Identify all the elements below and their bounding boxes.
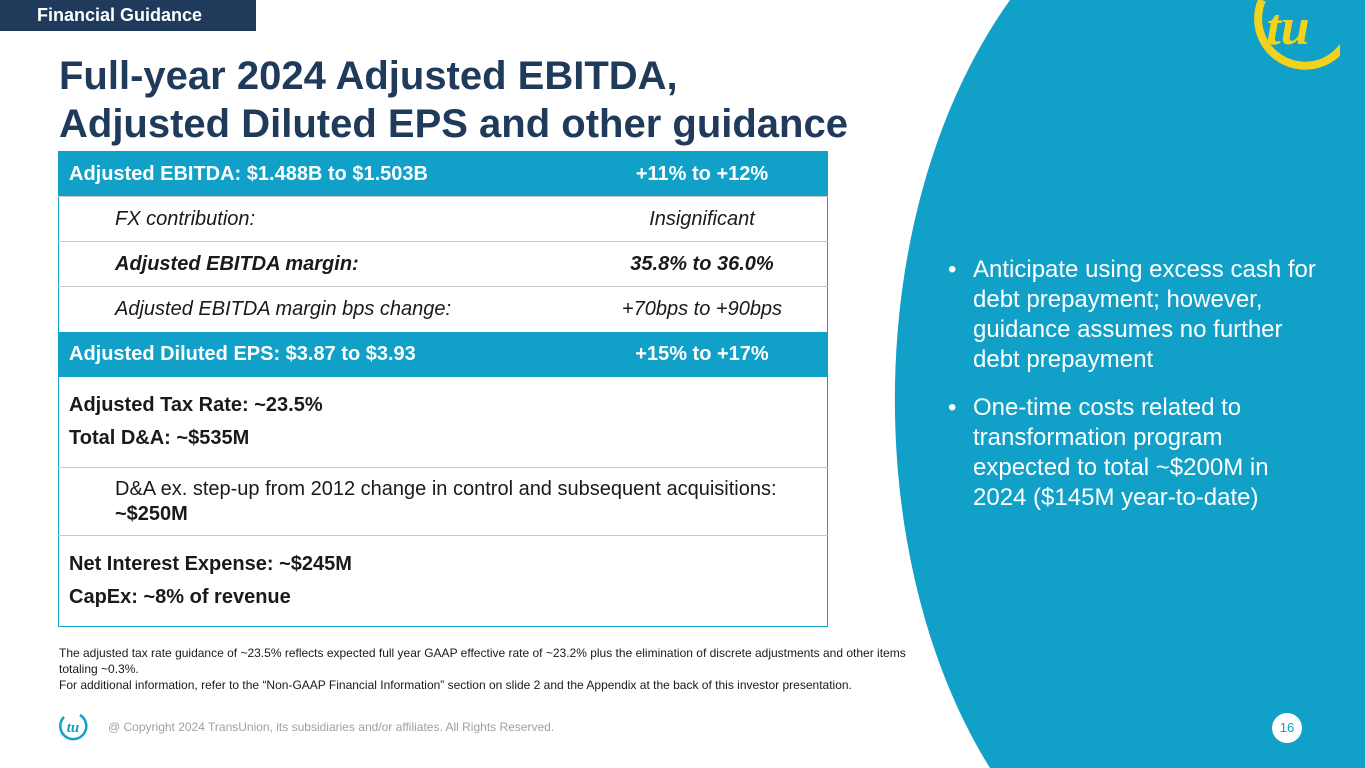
bullet-dot: • [948,394,957,421]
interest-label: Net Interest Expense: ~$245M [69,552,352,575]
da-ex-text: D&A ex. step-up from 2012 change in cont… [115,477,777,500]
transunion-logo-icon: tu [1254,0,1340,70]
bullet-text: Anticipate using excess cash for debt pr… [973,256,1316,373]
svg-text:tu: tu [67,720,80,736]
table-row-da-ex: D&A ex. step-up from 2012 change in cont… [58,467,828,535]
table-row-fx: FX contribution: Insignificant [58,196,828,242]
ebitda-value: +11% to +12% [635,162,769,185]
page-title: Full-year 2024 Adjusted EBITDA, Adjusted… [59,52,848,148]
title-line-2: Adjusted Diluted EPS and other guidance [59,102,848,146]
footnote: The adjusted tax rate guidance of ~23.5%… [59,645,919,693]
bullet-dot: • [948,256,957,283]
footnote-line-2: For additional information, refer to the… [59,678,852,692]
table-row-tax-rate: Adjusted Tax Rate: ~23.5% [59,377,828,422]
ebitda-label: Adjusted EBITDA: $1.488B to $1.503B [69,162,428,185]
margin-value: 35.8% to 36.0% [630,252,774,275]
da-ex-cell: D&A ex. step-up from 2012 change in cont… [59,467,828,535]
margin-bps-value: +70bps to +90bps [621,297,783,320]
title-line-1: Full-year 2024 Adjusted EBITDA, [59,54,678,98]
bullet-text: One-time costs related to transformation… [973,394,1269,511]
table-row-capex: CapEx: ~8% of revenue [59,581,828,627]
margin-label: Adjusted EBITDA margin: [115,252,359,275]
footer-logo-icon: tu [59,713,88,741]
svg-text:tu: tu [1266,0,1309,56]
page-number-badge: 16 [1272,713,1302,743]
bullet-item: • Anticipate using excess cash for debt … [945,255,1325,375]
fx-label: FX contribution: [115,207,256,230]
da-ex-value: ~$250M [115,502,188,525]
total-da-label: Total D&A: ~$535M [69,426,250,449]
section-tag: Financial Guidance [0,0,256,31]
capex-label: CapEx: ~8% of revenue [69,585,291,608]
margin-bps-label: Adjusted EBITDA margin bps change: [115,297,452,320]
eps-label: Adjusted Diluted EPS: $3.87 to $3.93 [69,342,416,365]
guidance-table: Adjusted EBITDA: $1.488B to $1.503B +11%… [58,151,828,627]
table-row-margin-bps: Adjusted EBITDA margin bps change: +70bp… [58,286,828,332]
table-row-margin: Adjusted EBITDA margin: 35.8% to 36.0% [58,241,828,287]
footnote-line-1: The adjusted tax rate guidance of ~23.5%… [59,646,906,676]
eps-value: +15% to +17% [635,342,769,365]
table-row-interest: Net Interest Expense: ~$245M [58,535,828,581]
copyright-text: @ Copyright 2024 TransUnion, its subsidi… [108,720,555,734]
bullet-item: • One-time costs related to transformati… [945,393,1325,513]
tax-rate-label: Adjusted Tax Rate: ~23.5% [69,393,323,416]
bullet-list: • Anticipate using excess cash for debt … [945,255,1325,531]
table-row-total-da: Total D&A: ~$535M [59,422,828,468]
fx-value: Insignificant [649,207,755,230]
table-row-ebitda: Adjusted EBITDA: $1.488B to $1.503B +11%… [58,151,828,197]
table-row-eps: Adjusted Diluted EPS: $3.87 to $3.93 +15… [58,331,828,377]
